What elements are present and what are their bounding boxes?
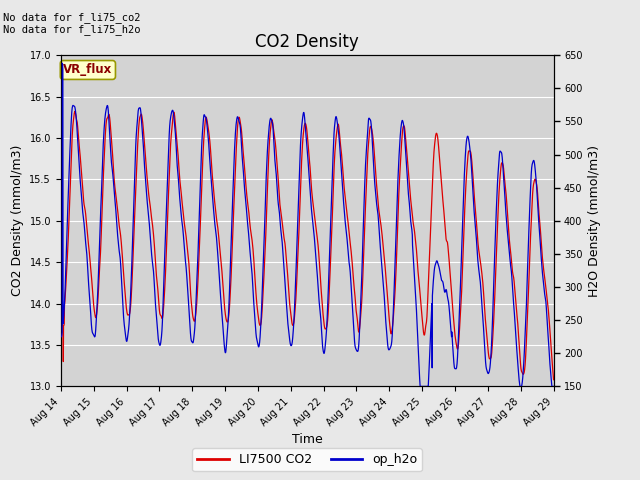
Legend: LI7500 CO2, op_h2o: LI7500 CO2, op_h2o	[193, 448, 422, 471]
Y-axis label: CO2 Density (mmol/m3): CO2 Density (mmol/m3)	[11, 145, 24, 297]
Text: VR_flux: VR_flux	[63, 63, 113, 76]
Text: No data for f_li75_co2: No data for f_li75_co2	[3, 12, 141, 23]
Y-axis label: H2O Density (mmol/m3): H2O Density (mmol/m3)	[588, 145, 601, 297]
Text: No data for f_li75_h2o: No data for f_li75_h2o	[3, 24, 141, 35]
Title: CO2 Density: CO2 Density	[255, 33, 359, 51]
X-axis label: Time: Time	[292, 433, 323, 446]
